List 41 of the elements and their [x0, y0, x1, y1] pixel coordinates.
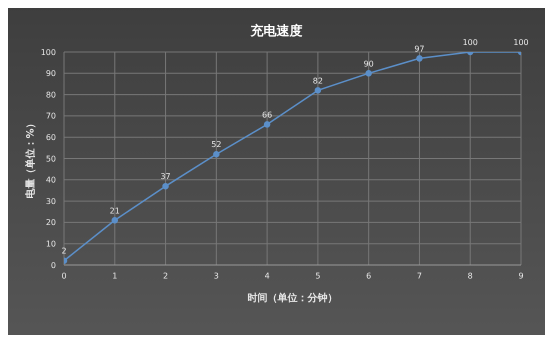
x-tick-label: 8 — [468, 272, 473, 281]
x-axis-title: 时间（单位：分钟） — [248, 292, 338, 304]
x-tick-label: 5 — [315, 272, 320, 281]
point — [264, 121, 270, 128]
y-axis-title: 电量（单位：%） — [24, 118, 37, 199]
point — [416, 55, 423, 62]
data-label: 100 — [513, 38, 529, 47]
data-label: 21 — [110, 206, 120, 216]
y-tick-label: 80 — [46, 90, 56, 100]
point — [112, 217, 118, 224]
y-tick-label: 10 — [46, 240, 56, 249]
x-tick-label: 3 — [214, 272, 219, 281]
x-tick-label: 2 — [163, 272, 168, 281]
y-tick-label: 40 — [46, 176, 56, 185]
y-tick-label: 0 — [50, 260, 56, 270]
x-tick-label: 4 — [264, 272, 270, 281]
chart-title: 充电速度 — [250, 24, 302, 39]
data-label: 52 — [211, 140, 222, 150]
y-tick-label: 20 — [46, 218, 56, 228]
point — [365, 70, 372, 77]
y-tick-label: 30 — [46, 196, 56, 206]
x-tick-label: 0 — [61, 272, 67, 281]
point — [314, 87, 322, 94]
x-tick-label: 7 — [416, 272, 422, 281]
data-label: 90 — [364, 59, 374, 68]
data-label: 82 — [312, 76, 323, 86]
data-label: 100 — [462, 38, 478, 47]
y-tick-label: 90 — [46, 69, 56, 78]
data-label: 37 — [160, 172, 171, 182]
x-tick-label: 6 — [366, 272, 372, 281]
y-tick-label: 60 — [46, 133, 56, 142]
data-label: 97 — [414, 44, 425, 54]
x-tick-label: 1 — [112, 272, 118, 281]
y-tick-label: 100 — [40, 48, 56, 57]
data-label: 66 — [262, 110, 272, 120]
y-tick-label: 50 — [46, 154, 56, 164]
point — [213, 150, 220, 158]
point — [162, 182, 169, 190]
y-tick-label: 70 — [46, 112, 56, 121]
x-tick-label: 9 — [518, 272, 524, 281]
data-label: 2 — [61, 246, 67, 256]
